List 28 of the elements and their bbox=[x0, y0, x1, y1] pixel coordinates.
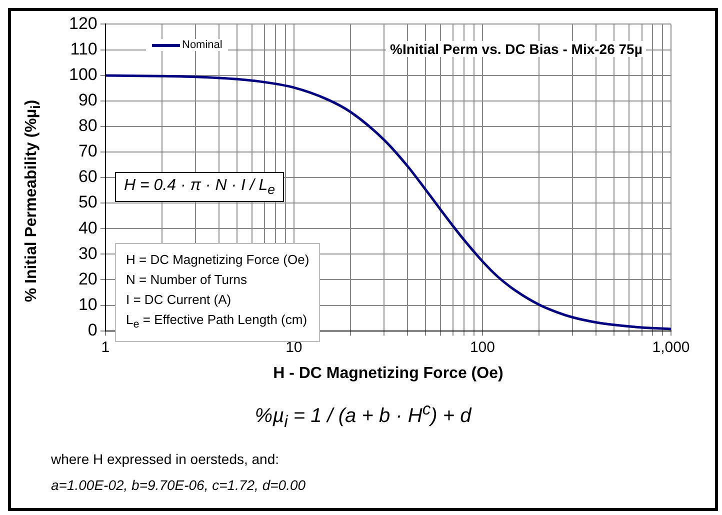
y-tick-label: 80 bbox=[78, 116, 98, 136]
y-tick-label: 30 bbox=[78, 244, 98, 263]
text: where H expressed in oersteds, and: bbox=[51, 451, 280, 467]
annotation: H = DC Magnetizing Force (Oe) bbox=[126, 252, 310, 267]
y-tick-label: 10 bbox=[78, 294, 98, 314]
x-tick-label: 100 bbox=[470, 338, 495, 356]
annotation: N = Number of Turns bbox=[126, 272, 248, 287]
text: %Initial Perm vs. DC Bias - Mix-26 75µ bbox=[390, 41, 642, 57]
y-tick-label: 20 bbox=[78, 269, 98, 288]
y-tick-label: 0 bbox=[88, 320, 98, 340]
x-tick-label: 10 bbox=[286, 338, 302, 356]
annotation: H = 0.4 · π · N · I / L$_{e}$ bbox=[124, 177, 276, 198]
y-tick-label: 60 bbox=[78, 167, 98, 186]
text: %µ$_{i}$ = 1 / (a + b · H$^{c}$) + d bbox=[254, 399, 472, 431]
annotation: L$_{e}$ = Effective Path Length (cm) bbox=[126, 312, 308, 331]
y-tick-label: 100 bbox=[68, 64, 98, 84]
x-tick-label: 1 bbox=[101, 338, 110, 356]
text: a=1.00E-02, b=9.70E-06, c=1.72, d=0.00 bbox=[51, 477, 306, 493]
x-tick-label: 1,000 bbox=[652, 338, 690, 356]
y-tick-label: 90 bbox=[78, 90, 98, 110]
y-tick-label: 110 bbox=[70, 39, 98, 58]
legend-label: Nominal bbox=[182, 39, 222, 51]
annotation: I = DC Current (A) bbox=[126, 292, 232, 307]
x-axis-title: H - DC Magnetizing Force (Oe) bbox=[273, 364, 504, 382]
y-tick-label: 50 bbox=[78, 192, 98, 212]
y-tick-label: 70 bbox=[78, 142, 98, 161]
y-tick-label: 120 bbox=[68, 14, 98, 33]
y-tick-label: 40 bbox=[78, 218, 98, 238]
